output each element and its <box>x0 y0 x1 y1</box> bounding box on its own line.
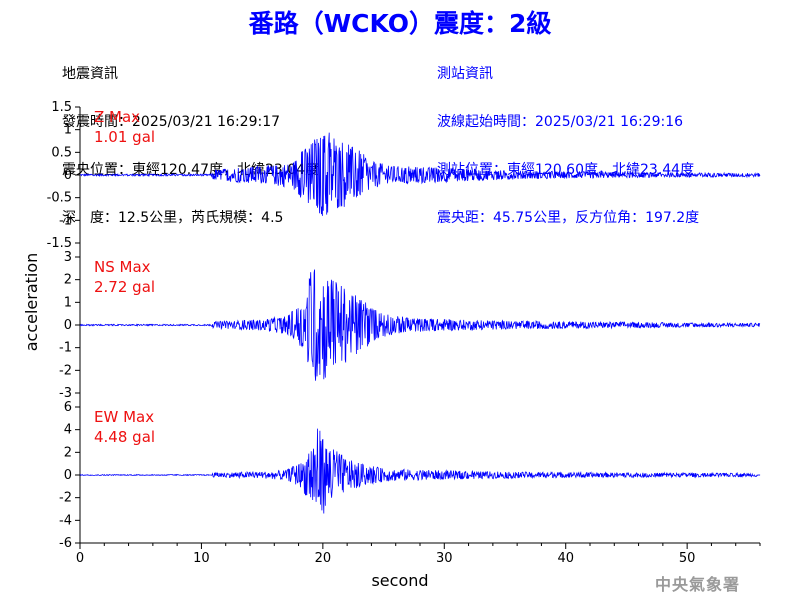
y-tick-label: -2 <box>59 363 72 378</box>
chart-title: 番路（WCKO）震度：2級 <box>248 9 552 38</box>
station-info-block: 測站資訊 波線起始時間：2025/03/21 16:29:16 測站位置：東經1… <box>437 34 699 242</box>
event-info-heading: 地震資訊 <box>62 66 118 82</box>
y-tick-label: 4 <box>64 423 72 438</box>
panel-ew: 6 4 2 0 -2 -4 -6 EW Max 4.48 gal <box>59 400 761 551</box>
y-tick-label: -0.5 <box>47 191 72 206</box>
y-tick-label: 2 <box>64 445 72 460</box>
waveform-ew <box>79 428 761 514</box>
x-tick-label: 0 <box>76 551 84 566</box>
y-tick-label: -3 <box>59 386 72 401</box>
max-label: NS Max <box>94 258 151 276</box>
x-tick-label: 20 <box>315 551 332 566</box>
x-tick-label: 50 <box>679 551 696 566</box>
max-value: 1.01 gal <box>94 128 155 146</box>
y-tick-label: -1 <box>59 213 72 228</box>
waveform-z <box>79 132 761 216</box>
y-axis-title: acceleration <box>22 253 41 352</box>
y-tick-label: 0.5 <box>51 145 72 160</box>
y-tick-label: 2 <box>64 273 72 288</box>
station-distance: 震央距：45.75公里，反方位角：197.2度 <box>437 210 700 226</box>
y-tick-label: 1 <box>64 123 72 138</box>
panel-ns: 3 2 1 0 -1 -2 -3 NS Max 2.72 gal <box>59 250 761 401</box>
y-tick-label: -1.5 <box>47 236 72 251</box>
y-tick-label: 3 <box>64 250 72 265</box>
x-axis-title: second <box>371 571 428 590</box>
y-tick-label: -2 <box>59 491 72 506</box>
max-value: 4.48 gal <box>94 428 155 446</box>
max-label: Z Max <box>94 108 140 126</box>
x-tick-label: 40 <box>557 551 574 566</box>
panel-z: 1.5 1 0.5 0 -0.5 -1 -1.5 Z Max 1.01 gal <box>47 100 761 251</box>
max-label: EW Max <box>94 408 154 426</box>
event-info-block: 地震資訊 發震時間：2025/03/21 16:29:17 震央位置：東經120… <box>62 34 319 242</box>
event-origin-time: 發震時間：2025/03/21 16:29:17 <box>62 114 281 130</box>
y-tick-label: -4 <box>59 513 72 528</box>
waveform-ns <box>79 269 761 381</box>
station-wave-start: 波線起始時間：2025/03/21 16:29:16 <box>437 114 684 130</box>
x-tick-label: 10 <box>193 551 210 566</box>
y-tick-label: -6 <box>59 536 72 551</box>
y-tick-label: 0 <box>64 168 72 183</box>
x-tick-label: 30 <box>436 551 453 566</box>
y-tick-label: 0 <box>64 318 72 333</box>
event-depth-magnitude: 深 度：12.5公里，芮氏規模：4.5 <box>62 210 284 226</box>
y-tick-label: 1.5 <box>51 100 72 115</box>
y-tick-label: 0 <box>64 468 72 483</box>
station-info-heading: 測站資訊 <box>437 66 493 82</box>
y-tick-label: -1 <box>59 341 72 356</box>
max-value: 2.72 gal <box>94 278 155 296</box>
agency-watermark: 中央氣象署 <box>655 575 741 594</box>
y-tick-label: 1 <box>64 295 72 310</box>
y-tick-label: 6 <box>64 400 72 415</box>
